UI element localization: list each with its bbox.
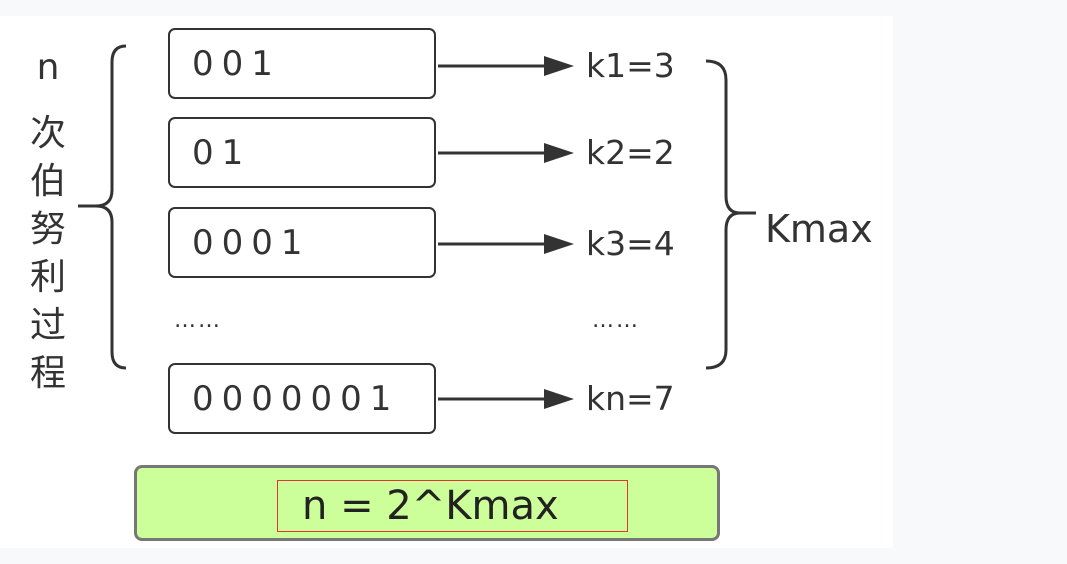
arrow-row-2 (438, 143, 574, 163)
k-value-label: kn=7 (586, 379, 675, 418)
k-value-label: k1=3 (586, 46, 675, 85)
kmax-label: Kmax (765, 207, 873, 251)
formula-text: n = 2^Kmax (302, 483, 559, 529)
right-brace (705, 59, 756, 370)
left-label-char: 努 (29, 209, 66, 250)
k-value-label: k2=2 (586, 133, 675, 172)
arrow-row-1 (438, 56, 574, 76)
k-value-label: k3=4 (586, 224, 675, 263)
arrows (438, 56, 574, 409)
left-label-char: 程 (29, 353, 66, 394)
arrow-row-3 (438, 234, 574, 254)
left-label-char: 利 (29, 257, 66, 298)
bit-sequence-box: 0000001 (168, 363, 436, 434)
left-label-char: 过 (29, 305, 66, 346)
ellipsis-right: …… (592, 308, 640, 333)
left-label-char: 伯 (29, 161, 66, 202)
formula-highlight-frame (277, 480, 628, 532)
bit-sequence-box: 01 (168, 117, 436, 188)
bit-sequence-box: 001 (168, 28, 436, 99)
formula-box (134, 465, 720, 541)
left-brace (78, 44, 127, 370)
left-label-char: 次 (29, 113, 66, 154)
ellipsis-left: …… (174, 308, 222, 333)
left-label-n: n (36, 47, 60, 88)
bit-sequence-box: 0001 (168, 207, 436, 278)
arrow-row-n (438, 389, 574, 409)
diagram-canvas (0, 16, 893, 548)
